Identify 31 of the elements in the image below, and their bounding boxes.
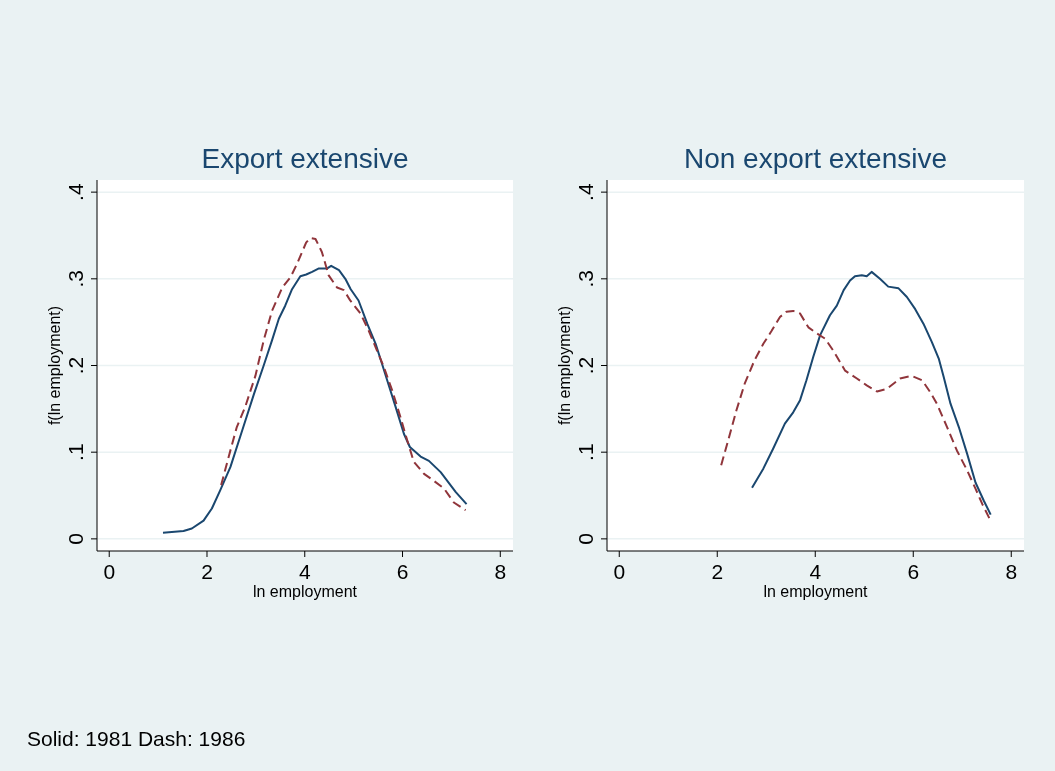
x-tick-label: 4 bbox=[809, 560, 822, 583]
x-tick-label: 8 bbox=[494, 560, 507, 583]
x-tick-label: 4 bbox=[298, 560, 311, 583]
x-tick-label: 6 bbox=[907, 560, 920, 583]
x-tick-label: 2 bbox=[201, 560, 213, 583]
line-series bbox=[220, 237, 467, 512]
x-tick-label: 0 bbox=[613, 560, 626, 583]
y-tick-label: .1 bbox=[574, 443, 597, 461]
x-tick-label: 8 bbox=[1005, 560, 1018, 583]
y-tick-label: .1 bbox=[64, 443, 87, 461]
x-axis-title: ln employment bbox=[252, 583, 358, 600]
text: Solid: 1981 Dash: 1986 bbox=[27, 727, 246, 750]
chart-title: Non export extensive bbox=[683, 143, 948, 174]
x-tick-label: 0 bbox=[103, 560, 116, 583]
y-tick-label: .3 bbox=[64, 270, 87, 288]
y-tick-label: .3 bbox=[574, 270, 597, 288]
x-tick-label: 6 bbox=[396, 560, 409, 583]
y-tick-label: 0 bbox=[574, 533, 597, 545]
y-tick-label: .2 bbox=[574, 356, 597, 375]
y-tick-label: 0 bbox=[64, 533, 87, 545]
y-tick-label: .4 bbox=[64, 183, 87, 201]
line-series bbox=[161, 264, 468, 534]
line-series bbox=[751, 270, 992, 516]
x-tick-label: 2 bbox=[711, 560, 724, 583]
line-series bbox=[720, 309, 991, 520]
y-tick-label: .2 bbox=[64, 356, 87, 375]
chart-title: Export extensive bbox=[201, 143, 409, 174]
y-tick-label: .4 bbox=[574, 183, 597, 201]
y-axis-title: f(ln employment) bbox=[556, 305, 573, 426]
y-axis-title: f(ln employment) bbox=[46, 305, 63, 426]
x-axis-title: ln employment bbox=[763, 583, 869, 600]
